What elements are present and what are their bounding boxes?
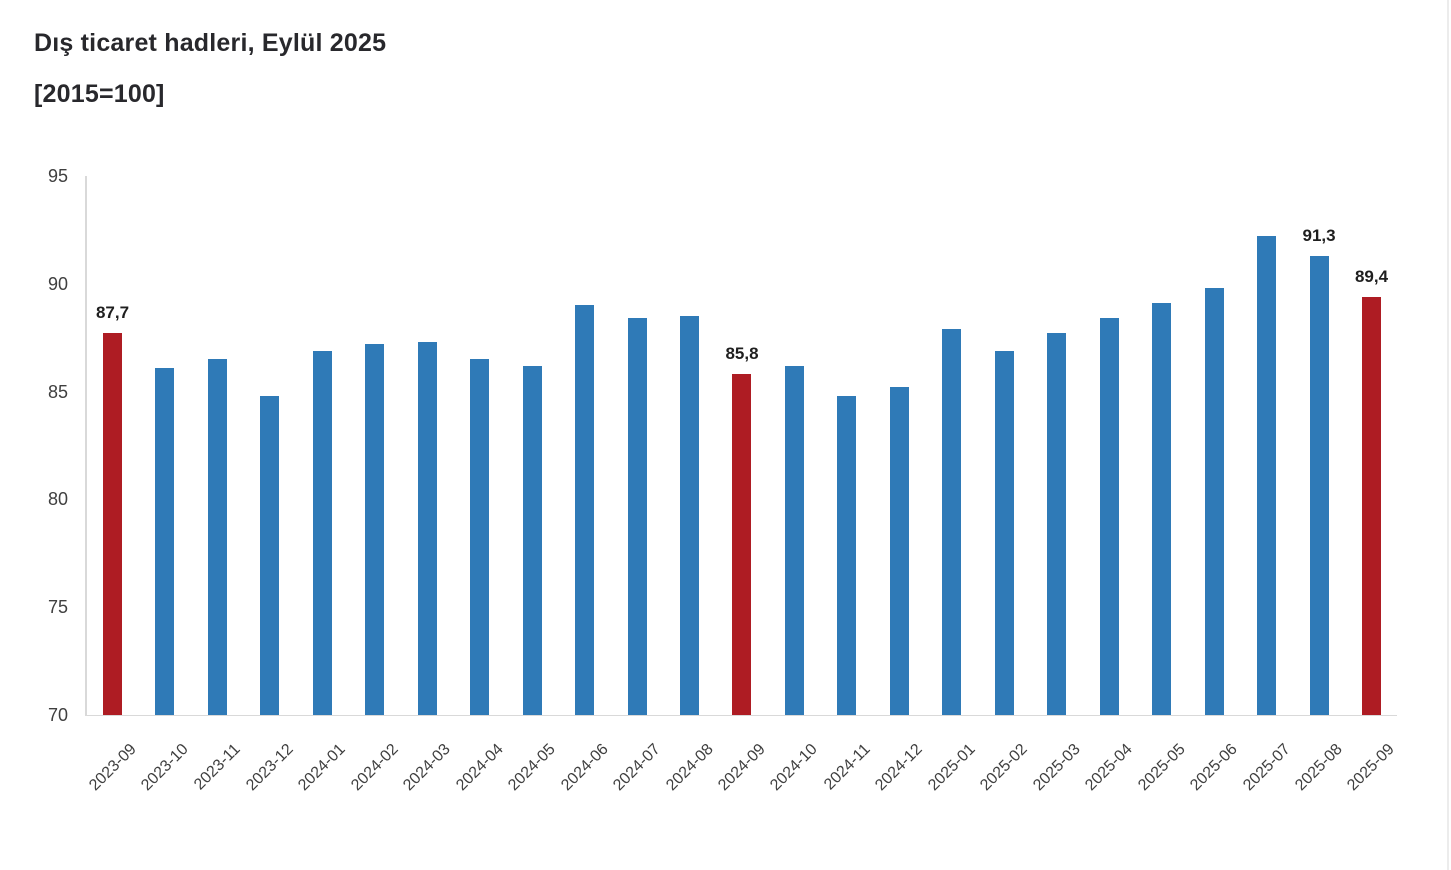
value-label-2024-09: 85,8 — [725, 344, 759, 364]
bar-2024-04[interactable] — [470, 359, 490, 715]
bar-2024-11[interactable] — [837, 395, 857, 715]
y-tick-label: 75 — [47, 597, 68, 618]
bar-2024-05[interactable] — [522, 365, 542, 715]
y-tick-label: 85 — [47, 381, 68, 402]
bar-2025-02[interactable] — [994, 350, 1014, 715]
x-axis-line — [85, 714, 1397, 716]
y-tick-label: 95 — [47, 166, 68, 186]
y-tick-label: 70 — [47, 705, 68, 725]
bar-2024-07[interactable] — [627, 318, 647, 715]
bar-2025-07[interactable] — [1257, 236, 1277, 715]
chart-header: Dış ticaret hadleri, Eylül 2025 [2015=10… — [34, 28, 386, 109]
y-axis-line — [85, 176, 87, 715]
bar-2024-01[interactable] — [312, 350, 332, 715]
bar-2024-03[interactable] — [417, 342, 437, 715]
bar-2024-06[interactable] — [575, 305, 595, 715]
bar-2025-08[interactable] — [1309, 255, 1329, 715]
bar-2025-04[interactable] — [1099, 318, 1119, 715]
bar-2025-03[interactable] — [1047, 333, 1067, 715]
bar-2025-01[interactable] — [942, 329, 962, 715]
bar-2023-12[interactable] — [260, 395, 280, 715]
page-right-edge-line — [1447, 0, 1449, 870]
chart-subtitle: [2015=100] — [34, 80, 165, 108]
bar-2023-09[interactable] — [103, 333, 122, 715]
bar-2024-09[interactable] — [732, 374, 752, 715]
chart-title: Dış ticaret hadleri, Eylül 2025 — [34, 29, 387, 57]
bar-2025-09[interactable] — [1361, 296, 1381, 715]
bar-2024-08[interactable] — [680, 316, 700, 715]
bar-2023-10[interactable] — [155, 367, 175, 715]
y-tick-label: 80 — [47, 489, 68, 510]
bar-2023-11[interactable] — [207, 359, 227, 715]
bar-2025-06[interactable] — [1204, 288, 1224, 715]
bar-2025-05[interactable] — [1152, 303, 1172, 715]
bar-2024-12[interactable] — [889, 387, 909, 715]
bar-2024-10[interactable] — [784, 365, 804, 715]
value-label-2025-08: 91,3 — [1302, 225, 1336, 245]
bar-2024-02[interactable] — [365, 344, 385, 715]
y-tick-label: 90 — [47, 273, 68, 294]
value-label-2023-09: 87,7 — [95, 303, 130, 323]
value-label-2025-09: 89,4 — [1354, 266, 1389, 286]
